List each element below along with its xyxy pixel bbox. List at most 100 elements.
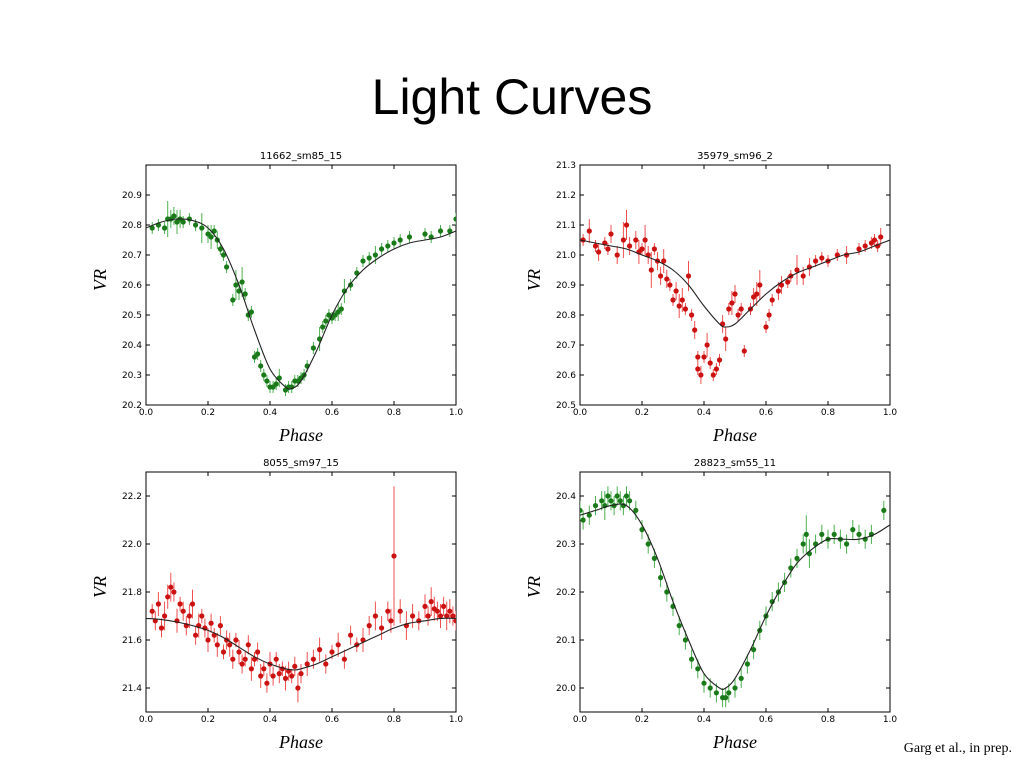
plot-area [580,486,890,708]
data-point [707,685,713,691]
data-point [769,297,775,303]
data-point [881,507,887,513]
data-point [844,541,850,547]
plot-area [580,210,890,384]
y-axis-label: VR [524,576,544,598]
data-point [323,661,329,667]
data-point [230,656,236,662]
chart-title: 35979_sm96_2 [697,151,773,162]
data-point [651,246,657,252]
data-point [255,351,261,357]
data-point [428,599,434,605]
data-point [255,649,261,655]
data-point [878,234,884,240]
y-tick-label: 22.0 [122,540,142,550]
data-point [741,348,747,354]
y-tick-label: 21.4 [122,684,142,694]
data-point [862,243,868,249]
data-point [410,613,416,619]
data-point [261,666,267,672]
y-tick-label: 20.0 [556,684,576,694]
data-point [617,498,623,504]
data-point [726,306,732,312]
data-point [155,601,161,607]
data-point [592,503,599,509]
data-point [158,625,165,631]
data-point [586,228,592,234]
data-point [180,608,186,614]
x-tick-label: 0.4 [697,715,712,725]
data-point [165,594,171,600]
x-tick-label: 1.0 [883,715,898,725]
data-point [716,357,723,363]
data-point [273,656,279,662]
data-point [338,306,344,312]
data-point [385,243,391,249]
y-tick-label: 21.8 [122,588,142,598]
model-curve [146,617,456,671]
data-point [168,584,174,590]
data-point [785,279,791,285]
y-tick-label: 20.8 [122,221,142,231]
y-tick-label: 20.1 [556,636,576,646]
data-point [437,613,444,619]
data-point [441,603,447,609]
model-curve [146,218,456,390]
data-point [310,656,316,662]
data-point [723,695,729,701]
x-tick-label: 0.8 [821,408,836,418]
data-point [713,690,719,696]
data-point [388,618,394,624]
data-point [208,620,214,626]
citation-credit: Garg et al., in prep. [903,741,1012,756]
plot-frame [145,164,457,406]
y-tick-label: 20.5 [122,311,142,321]
data-point [149,608,155,614]
data-point [661,258,667,264]
x-axis-label: Phase [712,425,757,445]
data-point [282,675,289,681]
data-point [199,613,205,619]
data-point [199,225,205,231]
data-point [273,381,279,387]
light-curve-chart-4: 28823_sm55_11 0.0 0.2 0.4 0.6 0.8 1.0 20.0 20.1 2… [524,458,898,752]
data-point [261,372,267,378]
data-point [813,258,819,264]
data-point [208,234,214,240]
y-tick-label: 20.9 [556,281,576,291]
x-tick-label: 0.0 [573,408,588,418]
x-tick-label: 1.0 [449,408,464,418]
data-point [189,601,196,607]
data-point [366,255,372,261]
data-point [648,267,654,273]
data-point [453,216,456,222]
data-point [434,608,440,614]
y-tick-label: 20.7 [122,251,142,261]
x-axis-label: Phase [712,732,757,752]
data-point [667,282,673,288]
data-point [348,632,354,638]
data-point [856,246,862,252]
y-tick-label: 21.1 [556,221,576,231]
y-tick-label: 21.2 [556,191,576,201]
model-curve [580,239,890,328]
light-curve-panel-3: 8055_sm97_15 0.0 0.2 0.4 0.6 0.8 1.0 21.4 21.6 21… [90,452,480,752]
data-point [623,222,630,228]
y-tick-label: 20.6 [122,281,142,291]
data-point [264,378,270,384]
data-point [242,656,248,662]
light-curve-panel-4: 28823_sm55_11 0.0 0.2 0.4 0.6 0.8 1.0 20.0 20.1 2… [524,452,914,752]
y-tick-label: 21.0 [556,251,576,261]
chart-title: 8055_sm97_15 [263,458,339,469]
data-point [242,291,248,297]
data-point [689,656,695,662]
data-point [437,228,444,234]
data-point [614,493,620,499]
data-point [586,512,592,518]
data-point [701,680,707,686]
x-tick-label: 0.0 [139,715,154,725]
data-point [599,498,605,504]
data-point [320,324,326,330]
data-point [633,507,639,513]
data-point [444,613,450,619]
